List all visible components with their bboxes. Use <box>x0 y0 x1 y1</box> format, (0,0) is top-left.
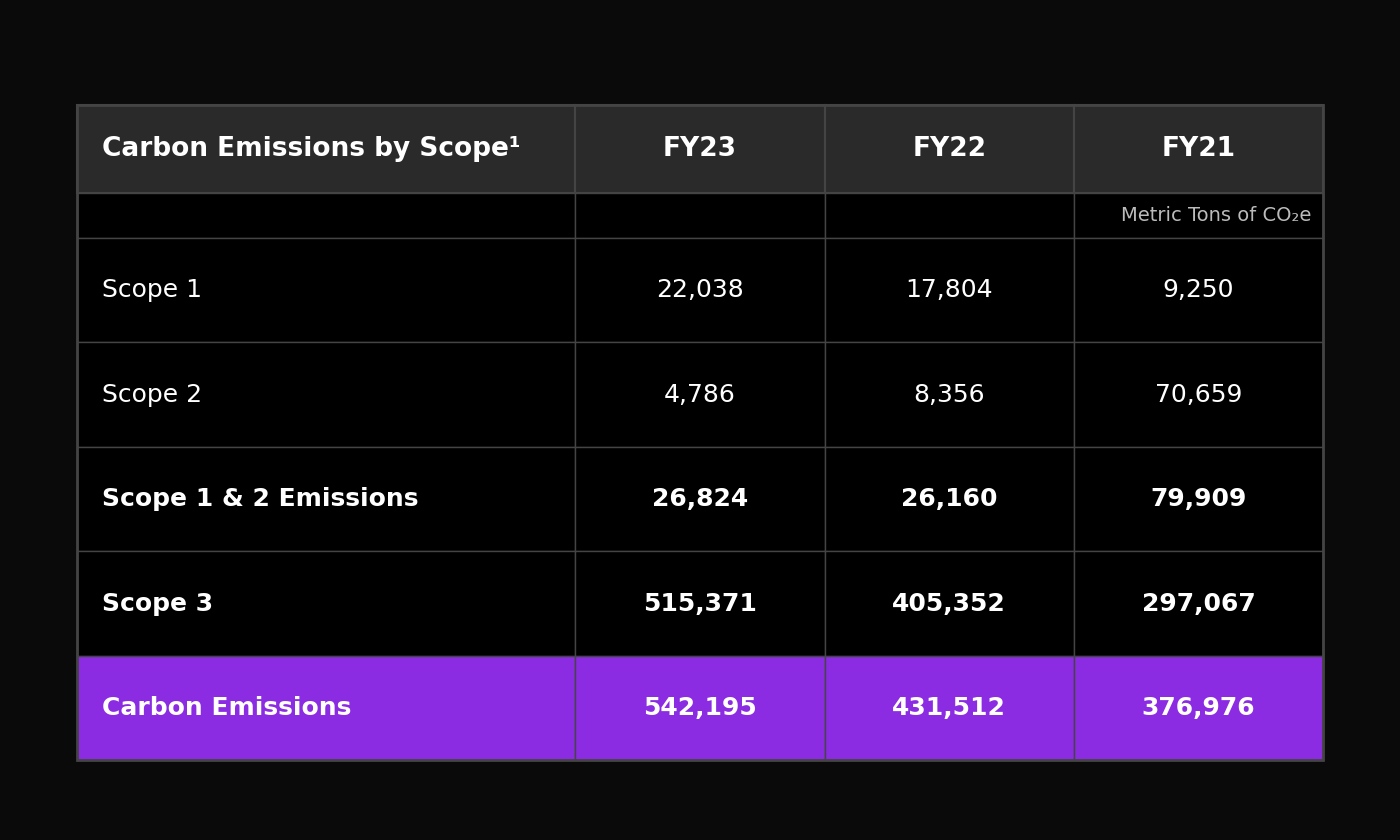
Text: 297,067: 297,067 <box>1141 591 1256 616</box>
Bar <box>1074 343 1323 447</box>
Bar <box>77 105 1323 760</box>
Bar <box>825 238 1074 343</box>
Bar <box>77 447 575 551</box>
Text: 70,659: 70,659 <box>1155 383 1242 407</box>
Bar <box>1074 551 1323 656</box>
Bar <box>575 656 825 760</box>
Bar <box>825 105 1074 193</box>
Bar <box>825 551 1074 656</box>
Text: 9,250: 9,250 <box>1162 278 1235 302</box>
Text: 26,824: 26,824 <box>652 487 748 511</box>
Bar <box>1074 656 1323 760</box>
Bar <box>825 343 1074 447</box>
Text: 515,371: 515,371 <box>643 591 757 616</box>
Bar <box>77 238 575 343</box>
Bar <box>575 343 825 447</box>
Bar <box>1074 447 1323 551</box>
Text: 8,356: 8,356 <box>913 383 986 407</box>
Text: 4,786: 4,786 <box>664 383 736 407</box>
Text: Scope 1 & 2 Emissions: Scope 1 & 2 Emissions <box>102 487 419 511</box>
Bar <box>825 447 1074 551</box>
Bar <box>1074 193 1323 238</box>
Bar <box>575 105 825 193</box>
Bar <box>575 238 825 343</box>
Bar <box>575 193 825 238</box>
Text: Metric Tons of CO₂e: Metric Tons of CO₂e <box>1121 207 1312 225</box>
Text: FY21: FY21 <box>1162 136 1235 162</box>
Bar <box>1074 105 1323 193</box>
Bar <box>575 551 825 656</box>
Bar <box>825 656 1074 760</box>
Bar <box>77 343 575 447</box>
Text: Scope 3: Scope 3 <box>102 591 213 616</box>
Bar <box>825 193 1074 238</box>
Text: 79,909: 79,909 <box>1151 487 1246 511</box>
Text: 26,160: 26,160 <box>902 487 997 511</box>
Text: 17,804: 17,804 <box>906 278 993 302</box>
Text: Carbon Emissions: Carbon Emissions <box>102 696 351 720</box>
Text: Scope 2: Scope 2 <box>102 383 203 407</box>
Text: FY22: FY22 <box>913 136 986 162</box>
Text: 22,038: 22,038 <box>657 278 743 302</box>
Bar <box>77 656 575 760</box>
Text: 542,195: 542,195 <box>643 696 757 720</box>
Text: 405,352: 405,352 <box>892 591 1007 616</box>
Text: Scope 1: Scope 1 <box>102 278 202 302</box>
Bar <box>77 105 575 193</box>
Bar <box>1074 238 1323 343</box>
Text: Carbon Emissions by Scope¹: Carbon Emissions by Scope¹ <box>102 136 521 162</box>
Text: FY23: FY23 <box>664 136 736 162</box>
Bar <box>575 447 825 551</box>
Bar <box>77 551 575 656</box>
Text: 431,512: 431,512 <box>892 696 1007 720</box>
Text: 376,976: 376,976 <box>1141 696 1256 720</box>
Bar <box>77 193 575 238</box>
